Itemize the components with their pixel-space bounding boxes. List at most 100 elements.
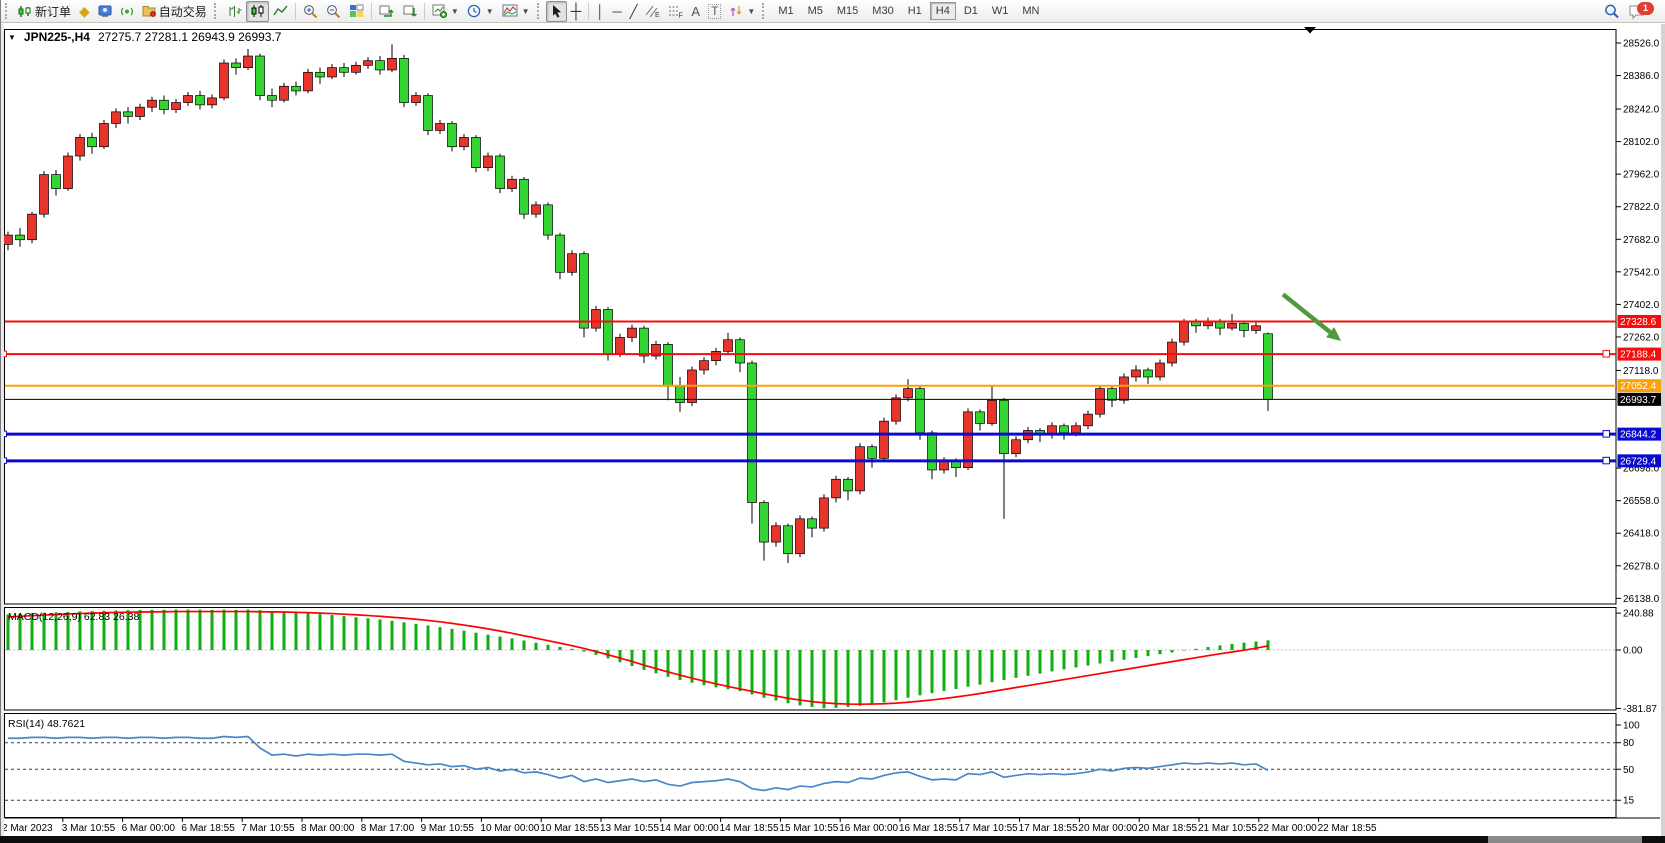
price-label-27188.4: [1617, 347, 1664, 361]
hline-26993.7[interactable]: 26993.7: [5, 392, 1664, 406]
svg-text:22 Mar 18:55: 22 Mar 18:55: [1318, 823, 1377, 834]
timeframe-button-m5[interactable]: M5: [807, 5, 823, 17]
tile-windows-button[interactable]: [345, 1, 368, 22]
market-watch-button[interactable]: ◆: [75, 1, 94, 22]
price-label-26729.4: [1617, 454, 1664, 468]
timeframe-button-mn[interactable]: MN: [1022, 5, 1040, 17]
bar-chart-button[interactable]: [223, 1, 246, 22]
svg-text:27188.4: 27188.4: [1620, 350, 1657, 361]
fibonacci-button[interactable]: F: [664, 1, 687, 22]
line-handle[interactable]: [1602, 456, 1610, 465]
candlestick-chart-button[interactable]: [245, 0, 269, 22]
arrows-icon: [730, 6, 742, 16]
svg-text:26698.0: 26698.0: [1623, 464, 1660, 475]
zoom-out-button[interactable]: [322, 1, 345, 22]
tile-vertical-button[interactable]: [398, 1, 421, 22]
line-handle[interactable]: [1602, 350, 1610, 358]
toolbar-separator: [294, 2, 296, 20]
new-order-button[interactable]: 新订单: [14, 1, 75, 22]
text-label-button[interactable]: T: [704, 1, 725, 22]
text-label-icon: T: [708, 3, 722, 19]
terminal-icon: [98, 5, 112, 17]
rsi-line: [8, 735, 1269, 792]
new-chart-icon: [432, 4, 447, 18]
chat-button[interactable]: 1: [1624, 1, 1654, 22]
signals-button[interactable]: [116, 1, 138, 22]
chart-menu-arrow-icon[interactable]: ▼: [8, 32, 16, 42]
svg-text:17 Mar 18:55: 17 Mar 18:55: [1019, 823, 1078, 834]
timeframe-button-m15[interactable]: M15: [836, 5, 859, 17]
macd-panel[interactable]: 240.88 0.00 -381.87 MACD(12,26,9) 62.83 26.…: [5, 609, 1657, 715]
window-left-border: [0, 0, 1, 843]
new-chart-button[interactable]: ▼: [428, 1, 463, 22]
chart-canvas[interactable]: 28526.0 28386.0 28242.0 28102.0 27962.0 27822…: [0, 24, 1665, 836]
channel-icon: E: [645, 5, 660, 18]
period-button[interactable]: ▼: [463, 1, 498, 22]
svg-text:13 Mar 10:55: 13 Mar 10:55: [600, 823, 659, 834]
trendline-button[interactable]: ╱: [626, 1, 642, 22]
text-button[interactable]: A: [687, 1, 704, 22]
timeframe-button-h4[interactable]: H4: [929, 2, 956, 20]
svg-text:50: 50: [1623, 765, 1635, 776]
svg-text:14 Mar 00:00: 14 Mar 00:00: [660, 823, 719, 834]
arrows-button[interactable]: ▼: [725, 1, 759, 22]
svg-text:15: 15: [1623, 796, 1635, 807]
toolbar-grip[interactable]: [536, 3, 542, 19]
equidistant-channel-button[interactable]: E: [641, 1, 664, 22]
timeframe-button-w1[interactable]: W1: [991, 5, 1009, 17]
price-label-27328.6: [1617, 314, 1664, 328]
svg-text:10 Mar 18:55: 10 Mar 18:55: [540, 823, 599, 834]
svg-text:26844.2: 26844.2: [1620, 430, 1657, 441]
window-bottom-bar: [0, 836, 1665, 843]
zoom-in-button[interactable]: [299, 1, 322, 22]
notification-badge: 1: [1637, 1, 1654, 15]
search-button[interactable]: [1600, 1, 1624, 22]
vertical-line-button[interactable]: │: [592, 1, 608, 22]
hline-27328.6[interactable]: 27328.6: [5, 314, 1664, 328]
svg-text:26138.0: 26138.0: [1623, 594, 1660, 605]
svg-text:8 Mar 00:00: 8 Mar 00:00: [301, 823, 355, 834]
svg-text:240.88: 240.88: [1623, 609, 1654, 620]
svg-text:26558.0: 26558.0: [1623, 496, 1660, 507]
cascade-windows-icon: [379, 5, 394, 17]
terminal-button[interactable]: [94, 1, 116, 22]
svg-text:3 Mar 10:55: 3 Mar 10:55: [62, 823, 116, 834]
new-order-label: 新订单: [35, 4, 72, 19]
price-axis[interactable]: 28526.0 28386.0 28242.0 28102.0 27962.0 27822…: [1616, 39, 1660, 605]
signal-icon: [120, 7, 133, 15]
line-handle[interactable]: [1602, 430, 1610, 438]
svg-text:F: F: [679, 13, 683, 19]
svg-text:17 Mar 10:55: 17 Mar 10:55: [959, 823, 1018, 834]
cascade-windows-button[interactable]: [375, 1, 398, 22]
price-label-27052.4: [1617, 379, 1664, 393]
svg-text:6 Mar 18:55: 6 Mar 18:55: [181, 823, 235, 834]
dropdown-arrow-icon: ▼: [450, 6, 459, 16]
timeframe-button-d1[interactable]: D1: [963, 5, 978, 17]
crosshair-button[interactable]: ┼: [567, 1, 586, 22]
auto-trading-button[interactable]: 自动交易: [138, 1, 211, 22]
fibonacci-icon: F: [669, 6, 683, 19]
dropdown-arrow-icon: ▼: [521, 6, 530, 16]
window-left-margin: [1, 24, 4, 836]
hline-27052.4[interactable]: 27052.4: [5, 379, 1664, 393]
toolbar-grip[interactable]: [762, 3, 767, 19]
cursor-button[interactable]: [545, 0, 567, 22]
rsi-panel[interactable]: 100 80 50 15 RSI(14) 48.7621: [5, 718, 1640, 807]
chart-ohlc-values: 27275.7 27281.1 26943.9 26993.7: [97, 30, 282, 44]
time-axis[interactable]: 2 Mar 2023 3 Mar 10:55 6 Mar 00:00 6 Mar 18…: [2, 817, 1660, 834]
hline-27188.4[interactable]: 27188.4: [0, 347, 1664, 361]
horizontal-line-button[interactable]: ─: [608, 1, 625, 22]
templates-button[interactable]: ▼: [498, 1, 534, 22]
trend-arrow-annotation[interactable]: [1281, 292, 1341, 341]
line-chart-button[interactable]: [269, 1, 292, 22]
toolbar-grip[interactable]: [5, 3, 10, 19]
svg-text:16 Mar 18:55: 16 Mar 18:55: [899, 823, 958, 834]
timeframe-button-m1[interactable]: M1: [778, 5, 794, 17]
timeframe-button-h1[interactable]: H1: [907, 5, 922, 17]
chart-shift-marker-icon[interactable]: [1304, 27, 1316, 34]
svg-text:20 Mar 00:00: 20 Mar 00:00: [1078, 823, 1137, 834]
timeframe-button-m30[interactable]: M30: [872, 5, 894, 17]
svg-text:27328.6: 27328.6: [1620, 317, 1657, 328]
toolbar-grip[interactable]: [213, 3, 219, 19]
svg-text:28386.0: 28386.0: [1623, 71, 1660, 82]
